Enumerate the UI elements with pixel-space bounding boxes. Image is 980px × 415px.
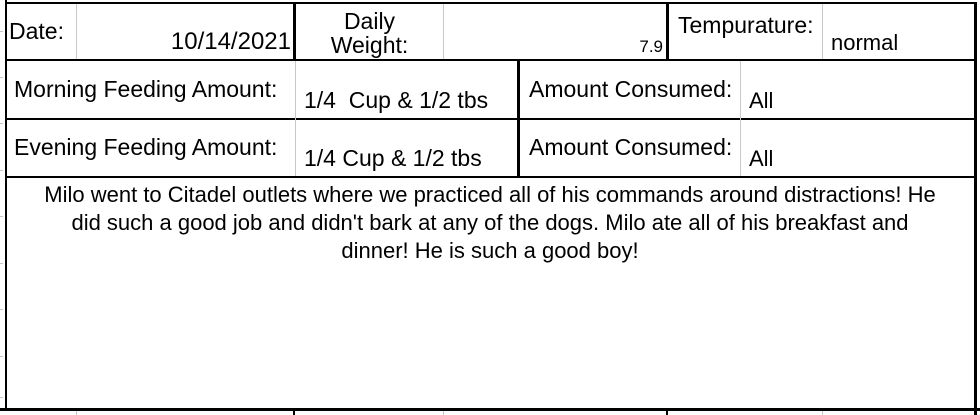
grid-line-left-border	[5, 0, 7, 411]
daily-weight-value-cell[interactable]: 7.9	[446, 4, 663, 59]
date-label: Date:	[9, 18, 64, 44]
date-value: 10/14/2021	[170, 28, 291, 55]
evening-consumed-label-cell[interactable]: Amount Consumed:	[520, 119, 738, 176]
gridline-remnant	[0, 263, 3, 264]
evening-consumed-label: Amount Consumed:	[529, 134, 733, 160]
temperature-label-cell[interactable]: Tempurature:	[669, 4, 820, 59]
temperature-label: Tempurature:	[678, 12, 814, 38]
morning-feeding-label-cell[interactable]: Morning Feeding Amount:	[8, 61, 293, 118]
grid-line-weight-temp-thick	[666, 2, 669, 61]
gridline-remnant	[0, 216, 3, 217]
gridline-remnant	[0, 397, 3, 398]
grid-line-temp-divider	[822, 4, 823, 59]
morning-feeding-value-cell[interactable]: 1/4 Cup & 1/2 tbs	[296, 61, 515, 118]
notes-cell[interactable]: Milo went to Citadel outlets where we pr…	[8, 180, 972, 406]
grid-line-top-border	[5, 2, 977, 4]
notes-text-line: did such a good job and didn't bark at a…	[71, 210, 909, 235]
date-value-cell[interactable]: 10/14/2021	[78, 4, 291, 59]
evening-feeding-label-cell[interactable]: Evening Feeding Amount:	[8, 119, 293, 176]
evening-consumed-value-cell[interactable]: All	[741, 119, 972, 176]
temperature-value-cell[interactable]: normal	[823, 4, 972, 59]
morning-feeding-value: 1/4 Cup & 1/2 tbs	[304, 87, 489, 113]
grid-line-date-weight-thick	[293, 2, 296, 61]
grid-line-weight-divider	[443, 4, 444, 59]
grid-line-row3-bottom	[5, 176, 974, 178]
morning-consumed-value: All	[749, 88, 774, 113]
daily-weight-label-cell[interactable]: Daily Weight:	[296, 4, 443, 59]
gridline-remnant	[0, 31, 3, 32]
evening-feeding-value: 1/4 Cup & 1/2 tbs	[304, 145, 482, 171]
morning-consumed-value-cell[interactable]: All	[741, 61, 972, 118]
grid-tick-next-row	[822, 411, 823, 415]
morning-feeding-label: Morning Feeding Amount:	[14, 76, 278, 102]
grid-line-row2-bottom	[5, 118, 974, 120]
gridline-remnant	[0, 170, 3, 171]
daily-weight-value: 7.9	[639, 37, 663, 56]
grid-tick-next-row	[443, 411, 444, 415]
notes-text-line: dinner! He is such a good boy!	[341, 238, 639, 263]
grid-line-consumed-divider	[740, 61, 741, 176]
date-label-cell[interactable]: Date:	[9, 4, 74, 59]
temperature-value: normal	[831, 30, 899, 55]
grid-line-row1-bottom	[5, 59, 974, 61]
morning-consumed-label-cell[interactable]: Amount Consumed:	[520, 61, 738, 118]
gridline-remnant	[0, 123, 3, 124]
grid-line-feeding-divider	[295, 61, 296, 176]
grid-tick-next-row	[293, 411, 295, 415]
morning-consumed-label: Amount Consumed:	[529, 76, 733, 102]
notes-text-line: Milo went to Citadel outlets where we pr…	[44, 182, 936, 207]
gridline-remnant	[0, 309, 3, 310]
evening-consumed-value: All	[749, 146, 774, 171]
gridline-remnant	[0, 77, 3, 78]
gridline-remnant	[0, 356, 3, 357]
grid-tick-next-row	[76, 411, 77, 415]
grid-line-feeding-consumed-thick	[517, 59, 520, 178]
grid-line-bottom-thick	[0, 408, 980, 411]
grid-line-date-divider	[76, 4, 77, 59]
evening-feeding-value-cell[interactable]: 1/4 Cup & 1/2 tbs	[296, 119, 515, 176]
daily-weight-label: Daily Weight:	[330, 8, 409, 58]
evening-feeding-label: Evening Feeding Amount:	[14, 134, 278, 160]
grid-line-right-border	[974, 2, 977, 415]
grid-tick-next-row	[666, 411, 668, 415]
